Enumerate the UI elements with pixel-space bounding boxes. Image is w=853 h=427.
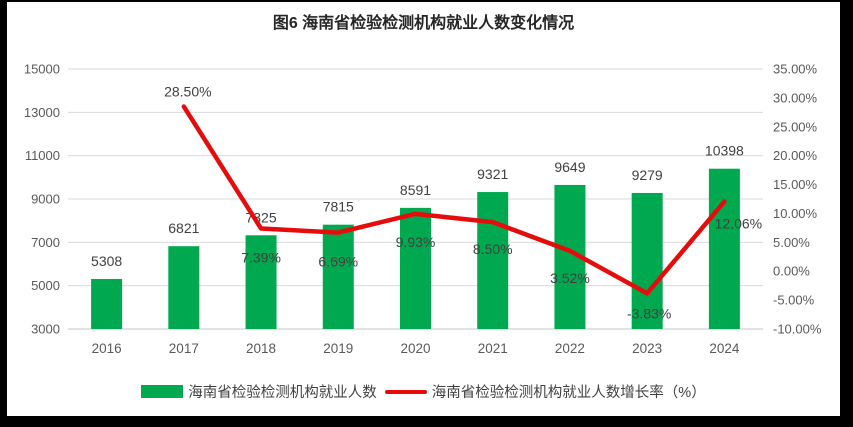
line-value-label: 28.50% — [164, 84, 211, 100]
bar-value-label: 9279 — [632, 167, 663, 183]
x-axis-tick-label: 2019 — [323, 341, 353, 356]
bar-2023 — [631, 192, 663, 329]
line-value-label: -3.83% — [627, 305, 671, 321]
x-axis-tick-label: 2018 — [246, 341, 276, 356]
x-axis-tick-label: 2020 — [400, 341, 430, 356]
bar-series-swatch — [141, 385, 184, 398]
growth-rate-line — [181, 104, 727, 296]
bar-value-label: 10398 — [705, 143, 744, 159]
right-axis-tick-label: 5.00% — [773, 235, 810, 250]
left-axis-tick-label: 15000 — [24, 62, 60, 77]
line-value-label: 7.39% — [241, 250, 281, 266]
line-value-label: 12.06% — [715, 216, 762, 232]
bar-2017 — [168, 246, 200, 329]
left-axis-tick-label: 9000 — [31, 192, 60, 207]
chart-legend: 海南省检验检测机构就业人数 海南省检验检测机构就业人数增长率（%） — [7, 381, 840, 402]
x-axis-tick-label: 2016 — [92, 341, 122, 356]
left-axis-tick-label: 5000 — [31, 278, 60, 293]
right-axis-tick-label: 15.00% — [773, 177, 818, 192]
bar-2016 — [91, 278, 123, 329]
x-axis-tick-label: 2021 — [478, 341, 508, 356]
line-series-legend-label: 海南省检验检测机构就业人数增长率（%） — [431, 385, 706, 401]
left-axis-tick-label: 7000 — [31, 235, 60, 250]
legend-item-line-series: 海南省检验检测机构就业人数增长率（%） — [384, 381, 706, 402]
right-axis-tick-label: 10.00% — [773, 206, 818, 221]
line-value-label: 6.69% — [318, 254, 358, 270]
combo-chart-plot: 15000 13000 11000 9000 7000 5000 3000 35.00% 30.… — [24, 62, 822, 357]
bar-2021 — [477, 192, 509, 329]
bar-value-label: 7815 — [323, 199, 354, 215]
left-axis-tick-label: 3000 — [31, 322, 60, 337]
bar-2019 — [322, 224, 354, 329]
bar-value-label: 9649 — [554, 159, 585, 175]
right-axis-tick-label: -5.00% — [773, 293, 815, 308]
line-value-label: 9.93% — [396, 234, 436, 250]
bar-value-label: 9321 — [477, 166, 508, 182]
x-axis-tick-label: 2022 — [555, 341, 585, 356]
x-axis-tick-label: 2017 — [169, 341, 199, 356]
bar-value-label: 6821 — [168, 220, 199, 236]
bar-2018 — [245, 235, 277, 329]
right-axis-tick-label: -10.00% — [773, 322, 822, 337]
legend-item-bar-series: 海南省检验检测机构就业人数 — [141, 381, 377, 402]
bar-value-label: 8591 — [400, 182, 431, 198]
right-axis-tick-label: 30.00% — [773, 90, 818, 105]
right-axis-tick-label: 0.00% — [773, 264, 810, 279]
left-axis-tick-label: 13000 — [24, 105, 60, 120]
bar-2020 — [400, 207, 431, 329]
right-axis-tick-label: 20.00% — [773, 148, 818, 163]
line-value-label: 3.52% — [550, 270, 590, 286]
right-axis-tick-label: 25.00% — [773, 119, 818, 134]
x-axis-tick-label: 2024 — [709, 341, 740, 356]
bar-2024 — [708, 168, 740, 329]
bar-series-legend-label: 海南省检验检测机构就业人数 — [188, 385, 377, 401]
left-axis-tick-label: 11000 — [25, 148, 60, 163]
chart-image-frame: 图6 海南省检验检测机构就业人数变化情况 15000 13000 11000 9000… — [7, 2, 840, 416]
line-value-label: 8.50% — [473, 241, 513, 257]
line-series-swatch — [384, 389, 427, 394]
x-axis-tick-label: 2023 — [632, 341, 662, 356]
bar-value-label: 5308 — [91, 253, 122, 269]
right-axis-tick-label: 35.00% — [773, 62, 818, 77]
chart-title: 图6 海南省检验检测机构就业人数变化情况 — [272, 15, 575, 32]
